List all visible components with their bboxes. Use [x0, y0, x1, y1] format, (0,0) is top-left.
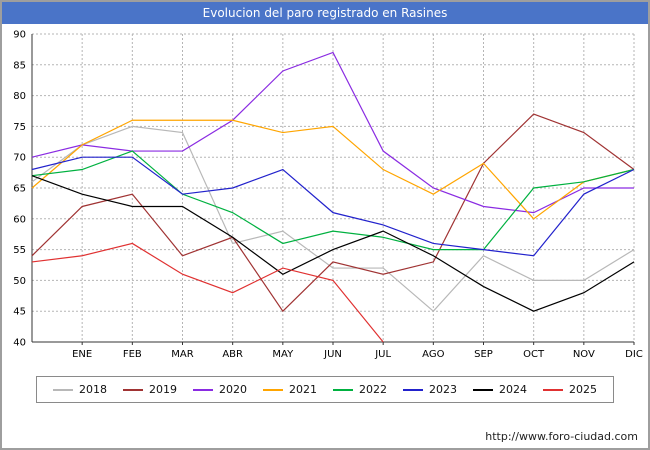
svg-text:45: 45	[13, 307, 26, 318]
svg-text:OCT: OCT	[523, 349, 545, 360]
svg-text:FEB: FEB	[123, 349, 142, 360]
footer-url[interactable]: http://www.foro-ciudad.com	[485, 430, 638, 443]
legend-item-2019: 2019	[123, 383, 177, 396]
legend-item-2020: 2020	[193, 383, 247, 396]
legend-line-sample	[123, 388, 143, 391]
legend-label: 2019	[149, 383, 177, 396]
page-title: Evolucion del paro registrado en Rasines	[202, 6, 448, 20]
svg-text:65: 65	[13, 184, 26, 195]
svg-text:JUN: JUN	[323, 349, 342, 360]
legend-label: 2022	[359, 383, 387, 396]
svg-text:ABR: ABR	[222, 349, 243, 360]
svg-text:55: 55	[13, 245, 26, 256]
svg-text:SEP: SEP	[474, 349, 493, 360]
legend-line-sample	[543, 388, 563, 391]
legend-label: 2024	[499, 383, 527, 396]
legend: 2018 2019 2020 2021 2022 2023 2024 2025	[36, 376, 614, 403]
legend-item-2018: 2018	[53, 383, 107, 396]
legend-label: 2020	[219, 383, 247, 396]
svg-text:60: 60	[13, 214, 26, 225]
legend-item-2024: 2024	[473, 383, 527, 396]
title-bar: Evolucion del paro registrado en Rasines	[2, 2, 648, 24]
svg-text:ENE: ENE	[72, 349, 92, 360]
svg-text:75: 75	[13, 122, 26, 133]
legend-line-sample	[193, 388, 213, 391]
svg-text:MAY: MAY	[272, 349, 294, 360]
legend-line-sample	[473, 388, 493, 391]
svg-text:85: 85	[13, 60, 26, 71]
chart-area: 40 45 50 55 60 65 70 75 80 85 90 ENE FEB MAR ABR MAY JUN…	[2, 24, 648, 364]
legend-label: 2025	[569, 383, 597, 396]
svg-text:50: 50	[13, 276, 26, 287]
line-chart: 40 45 50 55 60 65 70 75 80 85 90 ENE FEB MAR ABR MAY JUN…	[13, 30, 643, 361]
svg-text:NOV: NOV	[573, 349, 595, 360]
svg-text:90: 90	[13, 30, 26, 41]
legend-label: 2018	[79, 383, 107, 396]
svg-text:DIC: DIC	[625, 349, 643, 360]
legend-line-sample	[333, 388, 353, 391]
svg-text:AGO: AGO	[422, 349, 444, 360]
svg-text:MAR: MAR	[171, 349, 193, 360]
legend-item-2022: 2022	[333, 383, 387, 396]
svg-text:80: 80	[13, 91, 26, 102]
legend-item-2023: 2023	[403, 383, 457, 396]
svg-text:70: 70	[13, 153, 26, 164]
legend-label: 2023	[429, 383, 457, 396]
legend-line-sample	[263, 388, 283, 391]
legend-item-2025: 2025	[543, 383, 597, 396]
legend-line-sample	[53, 388, 73, 391]
legend-item-2021: 2021	[263, 383, 317, 396]
svg-text:40: 40	[13, 338, 26, 349]
legend-line-sample	[403, 388, 423, 391]
svg-text:JUL: JUL	[374, 349, 391, 360]
legend-label: 2021	[289, 383, 317, 396]
